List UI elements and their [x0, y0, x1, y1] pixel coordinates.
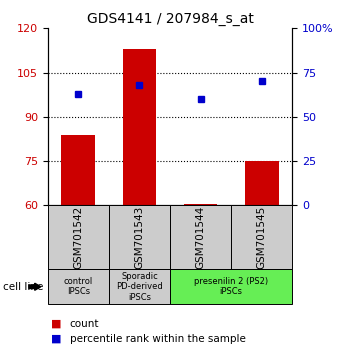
Text: ■: ■ [51, 319, 62, 329]
Text: ■: ■ [51, 334, 62, 344]
Text: GSM701544: GSM701544 [195, 206, 206, 269]
Text: control
IPSCs: control IPSCs [64, 277, 93, 296]
Text: GSM701543: GSM701543 [134, 206, 144, 269]
Text: GSM701542: GSM701542 [73, 206, 83, 269]
Bar [62, 135, 95, 205]
Text: count: count [70, 319, 99, 329]
Bar [245, 161, 278, 205]
Text: percentile rank within the sample: percentile rank within the sample [70, 334, 245, 344]
Bar [122, 49, 156, 205]
Bar [184, 204, 218, 205]
Text: GSM701545: GSM701545 [257, 206, 267, 269]
Title: GDS4141 / 207984_s_at: GDS4141 / 207984_s_at [87, 12, 253, 26]
Text: presenilin 2 (PS2)
iPSCs: presenilin 2 (PS2) iPSCs [194, 277, 268, 296]
Text: Sporadic
PD-derived
iPSCs: Sporadic PD-derived iPSCs [116, 272, 163, 302]
Text: cell line: cell line [3, 282, 44, 292]
